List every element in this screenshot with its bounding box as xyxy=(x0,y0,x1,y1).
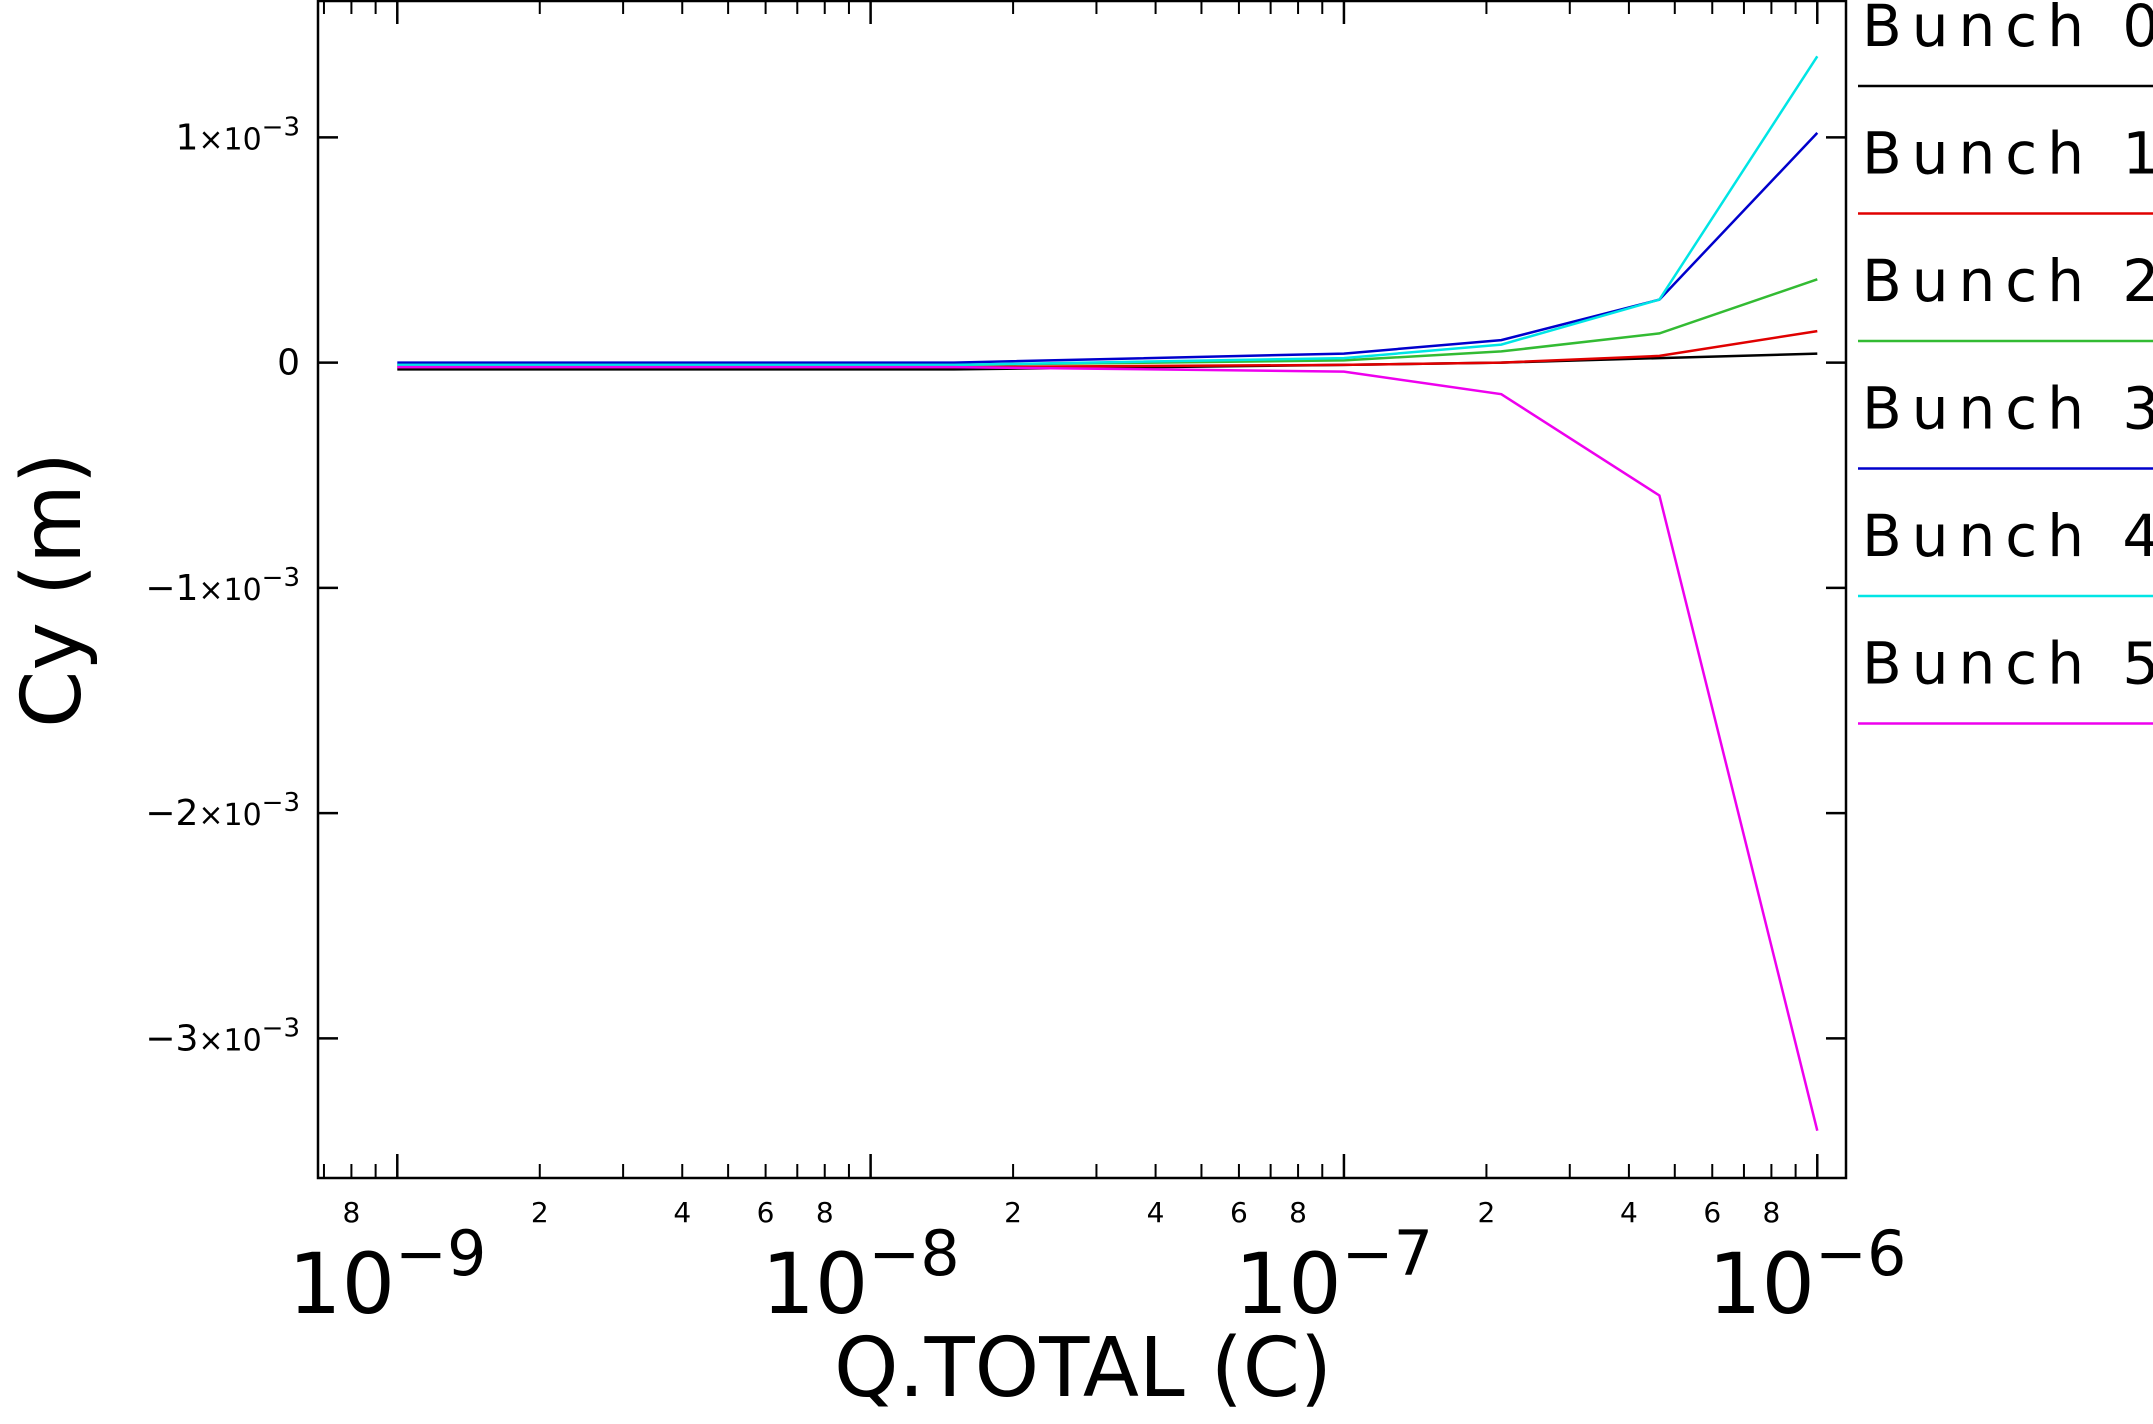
y-axis-title: Cy (m) xyxy=(5,452,100,728)
series-line-bunch-3 xyxy=(397,132,1819,364)
x-minor-label: 8 xyxy=(816,1196,834,1229)
x-decade-label: 10−6 xyxy=(1708,1217,1906,1333)
y-tick-label: 1×10−3 xyxy=(175,112,300,158)
x-axis-title: Q.TOTAL (C) xyxy=(834,1321,1332,1416)
y-tick-label: 0 xyxy=(277,343,300,384)
x-minor-label: 4 xyxy=(673,1196,691,1229)
x-minor-label: 4 xyxy=(1620,1196,1638,1229)
x-decade-label: 10−7 xyxy=(1235,1217,1433,1333)
plot-frame xyxy=(316,0,1848,1180)
series-line-bunch-2 xyxy=(397,278,1818,367)
x-minor-label: 6 xyxy=(1230,1196,1248,1229)
x-decade-label: 10−8 xyxy=(761,1217,959,1333)
x-minor-label: 8 xyxy=(1762,1196,1780,1229)
x-minor-label: 6 xyxy=(757,1196,775,1229)
x-minor-label: 4 xyxy=(1147,1196,1165,1229)
legend-label-bunch-5: Bunch 5 xyxy=(1862,630,2153,698)
x-minor-label: 2 xyxy=(1004,1196,1022,1229)
legend-label-bunch-0: Bunch 0 xyxy=(1862,0,2153,60)
x-minor-label: 2 xyxy=(531,1196,549,1229)
x-decade-label: 10−9 xyxy=(288,1217,486,1333)
x-minor-label: 8 xyxy=(342,1196,360,1229)
x-minor-label: 2 xyxy=(1478,1196,1496,1229)
x-minor-label: 6 xyxy=(1703,1196,1721,1229)
y-tick-label: −1×10−3 xyxy=(145,563,300,609)
series-line-bunch-4 xyxy=(397,55,1819,367)
legend-label-bunch-4: Bunch 4 xyxy=(1862,502,2153,570)
series-line-bunch-5 xyxy=(397,365,1819,1132)
legend-label-bunch-3: Bunch 3 xyxy=(1862,375,2153,443)
y-tick-label: −3×10−3 xyxy=(145,1013,300,1059)
legend-label-bunch-2: Bunch 2 xyxy=(1862,247,2153,315)
y-tick-label: −2×10−3 xyxy=(145,788,300,834)
legend-label-bunch-1: Bunch 1 xyxy=(1862,120,2153,188)
x-minor-label: 8 xyxy=(1289,1196,1307,1229)
